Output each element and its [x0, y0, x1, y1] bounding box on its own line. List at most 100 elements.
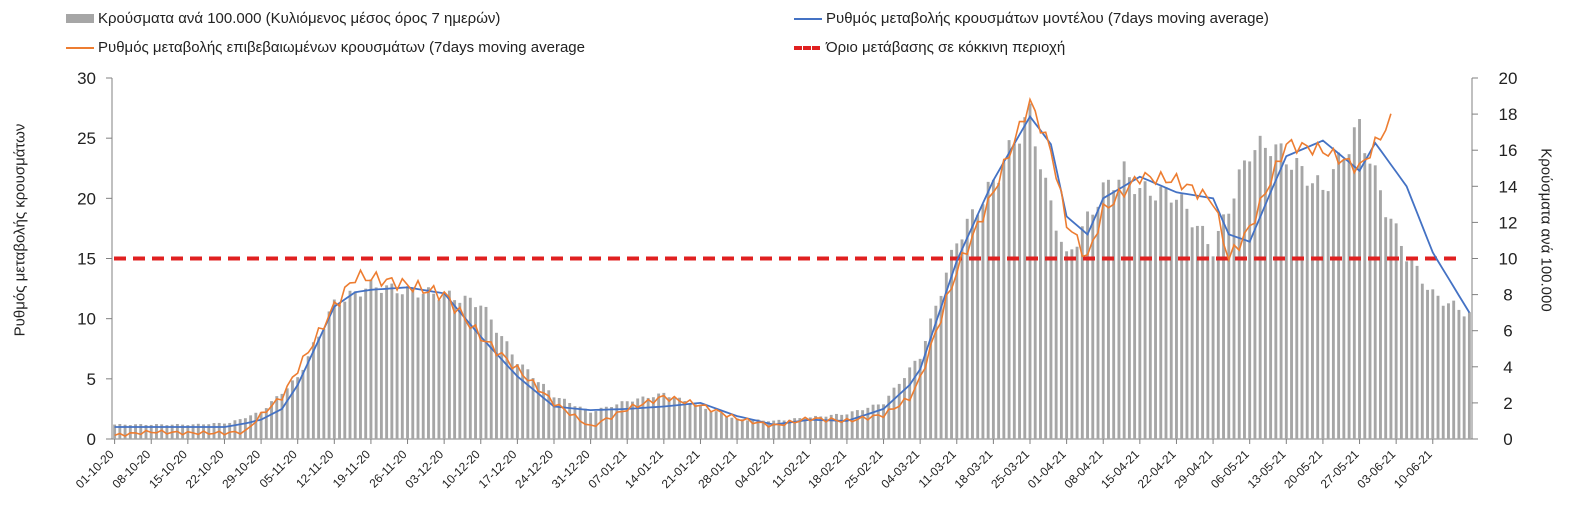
bar: [306, 356, 310, 439]
bar: [960, 239, 964, 439]
bar: [1232, 198, 1236, 439]
bar: [547, 390, 551, 439]
bar: [1331, 169, 1335, 439]
bar: [1452, 300, 1456, 439]
bar: [442, 292, 446, 439]
bar: [1159, 186, 1163, 439]
bar: [1347, 154, 1351, 439]
bar: [751, 419, 755, 439]
right-tick-label: 10: [1499, 250, 1518, 269]
legend-swatch-bars: [66, 14, 94, 23]
bar: [291, 380, 294, 439]
bar: [1222, 214, 1225, 439]
x-tick-label: 05-11-20: [257, 447, 300, 490]
bar: [1311, 183, 1314, 439]
bar: [955, 243, 959, 439]
bar: [662, 392, 666, 439]
x-tick-label: 03-12-20: [402, 447, 446, 491]
right-tick-label: 4: [1503, 358, 1512, 377]
bar: [777, 419, 781, 439]
bar: [1044, 177, 1048, 439]
bar: [1263, 147, 1267, 439]
bar: [693, 404, 697, 439]
bar: [1227, 213, 1231, 439]
bar: [1065, 251, 1069, 439]
x-tick-label: 21-01-21: [659, 447, 703, 491]
bar: [672, 397, 676, 439]
bar: [939, 295, 943, 439]
bar: [1295, 157, 1299, 439]
bar: [976, 214, 980, 439]
x-tick-label: 29-04-21: [1171, 447, 1215, 491]
left-tick-label: 10: [77, 310, 96, 329]
bar: [923, 340, 927, 439]
bar: [557, 398, 561, 439]
left-tick-label: 15: [77, 250, 96, 269]
bar: [468, 297, 472, 439]
bar: [1447, 303, 1450, 439]
bar: [725, 416, 729, 439]
bar: [714, 411, 718, 439]
x-tick-label: 11-03-21: [916, 447, 959, 490]
bar: [238, 419, 242, 439]
bar: [1169, 202, 1173, 439]
bar: [908, 367, 912, 439]
bar: [1117, 179, 1121, 439]
bar: [1352, 127, 1356, 439]
bar: [651, 397, 655, 439]
bar: [646, 397, 650, 439]
confirmed-line: [114, 97, 1392, 438]
bar: [327, 311, 331, 439]
right-tick-label: 2: [1503, 394, 1512, 413]
bar: [1075, 246, 1079, 439]
bar: [1399, 245, 1403, 439]
bar: [1253, 150, 1257, 440]
bar: [1049, 200, 1053, 439]
bar: [845, 414, 849, 439]
x-tick-label: 17-12-20: [476, 447, 520, 491]
x-tick-label: 04-02-21: [732, 447, 776, 491]
x-axis-ticks: 01-10-2008-10-2015-10-2022-10-2029-10-20…: [73, 439, 1435, 491]
bar: [971, 209, 974, 439]
bar: [1290, 169, 1293, 439]
bar: [1086, 211, 1089, 439]
bar: [793, 418, 797, 439]
bar: [390, 283, 394, 439]
bar: [233, 420, 237, 439]
bar: [1059, 241, 1063, 439]
bar: [735, 418, 739, 439]
bar: [400, 294, 404, 439]
bar: [1337, 152, 1341, 439]
bar: [803, 418, 807, 439]
legend-label-model: Ρυθμός μεταβολής κρουσμάτων μοντέλου (7d…: [826, 10, 1269, 27]
x-tick-label: 03-06-21: [1354, 447, 1398, 491]
bar: [552, 397, 556, 439]
left-tick-label: 30: [77, 69, 96, 88]
x-tick-label: 04-03-21: [878, 447, 922, 491]
bar: [500, 336, 504, 439]
right-axis-ticks: 0 2 4 6 8 10 12 14 16 18 20: [1499, 69, 1518, 449]
bar: [1394, 223, 1398, 439]
x-tick-label: 26-11-20: [366, 447, 409, 490]
legend-item-confirmed: Ρυθμός μεταβολής επιβεβαιωμένων κρουσμάτ…: [66, 39, 585, 56]
bar: [113, 424, 117, 439]
bar: [521, 364, 525, 439]
bar: [1201, 225, 1205, 439]
bar: [406, 286, 409, 439]
bar: [1216, 230, 1220, 439]
bar: [348, 290, 352, 439]
x-tick-label: 01-10-20: [73, 447, 117, 491]
bar: [631, 401, 634, 439]
bar: [866, 407, 870, 439]
bar: [573, 406, 577, 439]
bar: [1326, 191, 1330, 439]
bar: [1039, 169, 1042, 439]
bar: [929, 318, 933, 439]
bar: [1096, 206, 1100, 439]
bar: [322, 328, 326, 439]
bar: [719, 413, 723, 439]
bar: [678, 397, 681, 439]
bar: [1206, 244, 1210, 439]
bar: [730, 417, 734, 439]
